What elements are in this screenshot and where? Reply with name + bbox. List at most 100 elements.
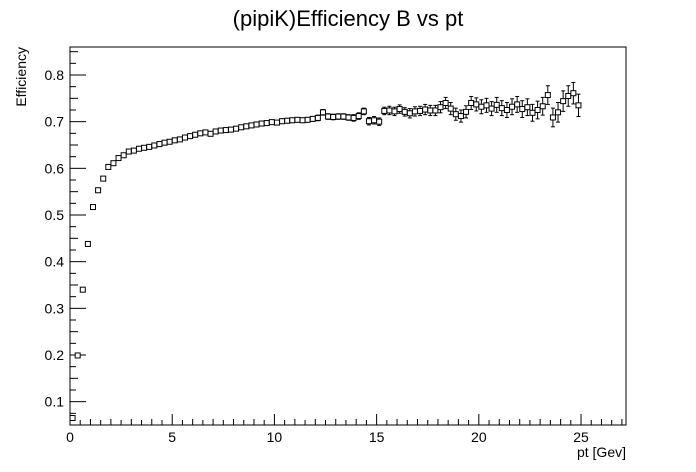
point-marker <box>253 121 260 128</box>
point-marker <box>371 117 378 124</box>
point-marker <box>335 113 342 120</box>
point-marker <box>468 100 475 106</box>
point-marker <box>69 415 76 421</box>
point-marker <box>289 117 296 124</box>
data-point <box>503 102 510 118</box>
point-marker <box>233 125 240 132</box>
data-point <box>125 148 132 155</box>
x-tick-label: 5 <box>168 429 176 445</box>
data-point <box>565 85 572 107</box>
point-marker <box>463 108 470 115</box>
data-point <box>202 129 209 136</box>
data-point <box>84 240 91 247</box>
point-marker <box>227 126 234 133</box>
data-point <box>549 107 556 128</box>
point-marker <box>120 152 127 159</box>
data-point <box>539 96 546 116</box>
data-point <box>401 107 408 117</box>
data-point <box>130 147 137 154</box>
data-point <box>463 105 470 119</box>
point-marker <box>248 122 255 129</box>
data-point <box>197 130 204 137</box>
data-points <box>69 81 582 421</box>
data-point <box>447 102 454 116</box>
point-marker <box>401 108 408 115</box>
point-marker <box>156 141 163 148</box>
point-marker <box>355 113 362 120</box>
data-point <box>325 113 332 120</box>
point-marker <box>258 120 265 127</box>
data-point <box>304 116 311 123</box>
point-marker <box>268 119 275 126</box>
data-point <box>524 98 531 117</box>
data-point <box>69 415 76 421</box>
y-tick-label: 0.8 <box>45 67 65 83</box>
data-point <box>365 116 372 126</box>
point-marker <box>74 352 81 359</box>
data-point <box>238 124 245 131</box>
data-point <box>95 187 102 194</box>
point-marker <box>171 137 178 144</box>
data-point <box>314 114 321 122</box>
point-marker <box>417 107 424 114</box>
data-point <box>340 113 347 120</box>
point-marker <box>503 107 510 113</box>
chart-title: (pipiK)Efficiency B vs pt <box>233 6 464 31</box>
point-marker <box>238 124 245 131</box>
point-marker <box>509 103 516 110</box>
point-marker <box>565 93 572 99</box>
point-marker <box>478 103 485 110</box>
data-point <box>560 90 567 112</box>
data-point <box>330 113 337 121</box>
point-marker <box>411 108 418 115</box>
data-point <box>555 102 562 123</box>
data-point <box>156 141 163 148</box>
data-point <box>166 138 173 145</box>
data-point <box>279 118 286 125</box>
data-point <box>427 104 434 117</box>
data-point <box>284 117 291 124</box>
data-point <box>350 114 357 122</box>
point-marker <box>151 142 158 149</box>
point-marker <box>350 114 357 121</box>
point-marker <box>202 129 209 136</box>
data-point <box>396 104 403 114</box>
point-marker <box>141 144 148 151</box>
data-point <box>360 107 367 116</box>
x-axis-label: pt [Gev] <box>577 444 626 460</box>
point-marker <box>105 163 112 170</box>
y-axis-label: Efficiency <box>13 47 29 107</box>
point-marker <box>212 128 219 135</box>
y-tick-label: 0.2 <box>45 347 65 363</box>
data-point <box>74 352 81 359</box>
data-point <box>570 81 577 105</box>
data-point <box>529 103 536 122</box>
data-point <box>141 144 148 151</box>
y-tick-label: 0.5 <box>45 207 65 223</box>
data-point <box>89 204 96 211</box>
point-marker <box>222 127 229 134</box>
point-marker <box>381 107 388 114</box>
point-marker <box>89 204 96 211</box>
x-tick-label: 10 <box>267 429 283 445</box>
point-marker <box>406 110 413 117</box>
data-point <box>309 115 316 122</box>
point-marker <box>570 90 577 97</box>
point-marker <box>534 107 541 113</box>
point-marker <box>325 113 332 120</box>
point-marker <box>447 105 454 112</box>
data-point <box>176 136 183 143</box>
point-marker <box>376 118 383 125</box>
data-point <box>181 134 188 141</box>
data-point <box>243 123 250 130</box>
point-marker <box>217 127 224 134</box>
point-marker <box>575 102 582 109</box>
data-point <box>411 106 418 117</box>
data-point <box>457 109 464 123</box>
data-point <box>432 104 439 117</box>
point-marker <box>360 108 367 115</box>
data-point <box>468 95 475 111</box>
point-marker <box>161 139 168 146</box>
data-point <box>79 286 86 293</box>
x-tick-label: 20 <box>471 429 487 445</box>
